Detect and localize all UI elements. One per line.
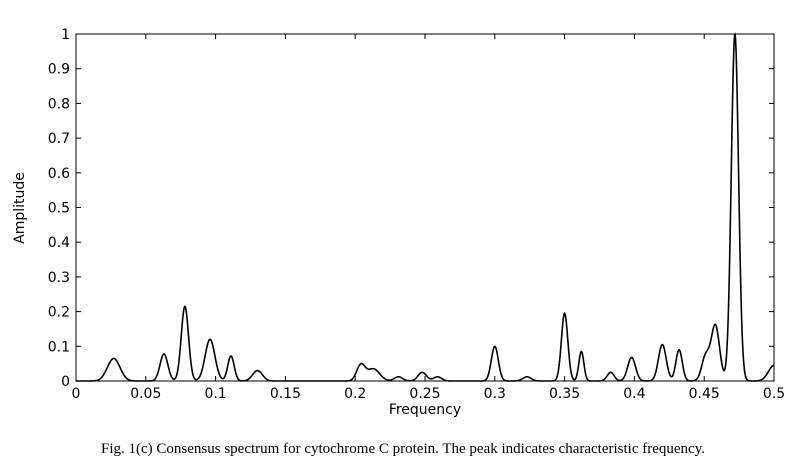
y-tick-label: 0.3 bbox=[48, 270, 70, 286]
x-tick-label: 0 bbox=[72, 386, 81, 402]
y-tick-label: 0.9 bbox=[48, 62, 70, 78]
x-tick-label: 0.15 bbox=[270, 386, 301, 402]
x-tick-label: 0.25 bbox=[409, 386, 440, 402]
y-tick-label: 1 bbox=[61, 27, 70, 43]
spectrum-line bbox=[76, 32, 775, 382]
y-axis-title: Amplitude bbox=[12, 172, 28, 244]
x-tick-label: 0.05 bbox=[130, 386, 161, 402]
y-tick-label: 0.8 bbox=[48, 96, 70, 112]
y-tick-label: 0.4 bbox=[48, 235, 70, 251]
x-tick-label: 0.5 bbox=[763, 386, 785, 402]
x-tick-label: 0.4 bbox=[623, 386, 645, 402]
x-tick-label: 0.3 bbox=[484, 386, 506, 402]
y-tick-label: 0 bbox=[61, 374, 70, 390]
x-tick-label: 0.45 bbox=[689, 386, 720, 402]
y-tick-label: 0.1 bbox=[48, 339, 70, 355]
plot-area bbox=[75, 33, 775, 382]
y-tick-label: 0.6 bbox=[48, 166, 70, 182]
spectrum-chart: 0 0.1 0.2 0.3 0.4 0.5 0.6 0.7 0.8 0.9 1 0 0.05 0.1 0.… bbox=[12, 27, 785, 418]
x-tick-label: 0.1 bbox=[204, 386, 226, 402]
x-tick-label: 0.35 bbox=[549, 386, 580, 402]
y-tick-label: 0.5 bbox=[48, 201, 70, 217]
y-axis: 0 0.1 0.2 0.3 0.4 0.5 0.6 0.7 0.8 0.9 1 bbox=[48, 27, 774, 390]
figure-caption: Fig. 1(c) Consensus spectrum for cytochr… bbox=[101, 441, 705, 457]
y-tick-label: 0.7 bbox=[48, 131, 70, 147]
x-axis: 0 0.05 0.1 0.15 0.2 0.25 0.3 0.35 0.4 0.45 0.5 bbox=[72, 34, 785, 402]
y-tick-label: 0.2 bbox=[48, 305, 70, 321]
x-axis-title: Frequency bbox=[389, 402, 461, 418]
x-tick-label: 0.2 bbox=[344, 386, 366, 402]
